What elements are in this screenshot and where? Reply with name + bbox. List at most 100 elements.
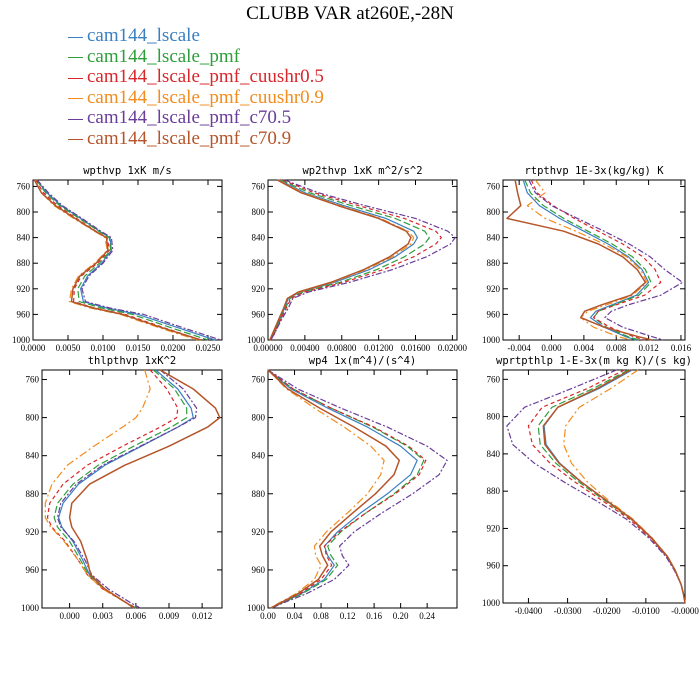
y-tick-label: 760 [487,181,501,191]
y-tick-label: 1000 [247,335,266,345]
x-tick-label: 0.0250 [196,343,221,353]
y-tick-label: 880 [252,258,266,268]
y-tick-label: 920 [487,284,501,294]
x-tick-label: -0.0200 [593,606,621,616]
series-line [269,179,415,341]
series-line [526,179,648,341]
legend-item: cam144_lscale_pmf_cuushr0.5 [68,66,324,88]
x-tick-label: 0.20 [393,611,409,621]
x-tick-label: 0.012 [638,343,658,353]
y-tick-label: 800 [252,413,266,423]
series-line [267,369,385,609]
x-tick-label: 0.0150 [126,343,151,353]
y-tick-label: 920 [487,523,501,533]
plot-frame [502,369,686,604]
y-tick-label: 840 [17,233,31,243]
series-line [270,179,456,341]
legend-item: cam144_lscale_pmf_cuushr0.9 [68,86,324,109]
y-tick-label: 960 [252,309,266,319]
x-tick-label: 0.00 [260,611,276,621]
legend-label: cam144_lscale_pmf [87,45,241,67]
x-tick-label: 0.00800 [327,343,357,353]
x-tick-label: 0.00400 [290,343,320,353]
series-line [36,179,209,341]
y-tick-label: 920 [26,527,40,537]
legend-item: cam144_lscale [68,25,324,47]
series-line [528,179,684,341]
y-tick-label: 960 [17,309,31,319]
series-line [270,179,442,341]
x-tick-label: 0.12 [340,611,356,621]
x-tick-label: -0.004 [508,343,532,353]
y-tick-label: 760 [487,374,501,384]
series-line [506,369,686,604]
y-tick-label: 800 [487,412,501,422]
legend-label: cam144_lscale [87,25,200,47]
x-tick-label: 0.0200 [161,343,186,353]
y-tick-label: 960 [487,309,501,319]
series-line [524,179,652,341]
y-tick-label: 840 [252,233,266,243]
y-tick-label: 960 [252,565,266,575]
x-tick-label: 0.0100 [91,343,116,353]
series-line [267,369,425,609]
y-tick-label: 1000 [21,603,40,613]
x-tick-label: -0.0100 [632,606,660,616]
plot-frame [267,179,458,341]
legend-label: cam144_lscale_pmf_c70.5 [87,107,292,129]
series-line [267,369,448,609]
y-tick-label: 920 [252,527,266,537]
x-tick-label: 0.008 [606,343,627,353]
plot-title: wprtpthlp 1-E-3x(m kg K)/(s kg) [496,355,692,367]
x-tick-label: -0.0000 [671,606,699,616]
series-line [542,369,686,604]
series-line [522,179,650,341]
x-tick-label: 0.000 [59,611,80,621]
legend-item: cam144_lscale_pmf [68,45,324,68]
y-tick-label: 880 [26,489,40,499]
legend-swatch [68,77,83,79]
series-line [57,369,194,609]
series-line [543,369,686,604]
x-tick-label: 0.016 [671,343,692,353]
y-tick-label: 960 [487,561,501,571]
y-tick-label: 760 [26,375,40,385]
figure-title: CLUBB VAR at260E,-28N [246,3,454,24]
legend-item: cam144_lscale_pmf_c70.9 [68,128,324,150]
y-tick-label: 800 [17,207,31,217]
series-line [36,179,216,341]
plot-title: wp2thvp 1xK m^2/s^2 [302,165,422,177]
y-tick-label: 880 [252,489,266,499]
x-tick-label: 0.012 [192,611,212,621]
x-tick-label: 0.00000 [253,343,283,353]
legend-swatch [68,36,83,38]
legend: cam144_lscale cam144_lscale_pmf cam144_l… [68,25,324,150]
y-tick-label: 760 [252,375,266,385]
y-tick-label: 840 [487,449,501,459]
series-line [506,179,652,341]
series-line [267,369,427,609]
y-tick-label: 880 [17,258,31,268]
plot-title: rtpthvp 1E-3x(kg/kg) K [524,165,664,177]
legend-label: cam144_lscale_pmf_cuushr0.9 [87,86,324,108]
y-tick-label: 920 [252,284,266,294]
y-tick-label: 760 [252,181,266,191]
y-tick-label: 800 [487,207,501,217]
x-tick-label: 0.000 [541,343,562,353]
series-line [269,179,412,341]
series-line [537,369,686,604]
x-tick-label: -0.0300 [554,606,582,616]
series-line [44,369,151,609]
y-tick-label: 960 [26,565,40,575]
legend-swatch [68,139,83,141]
x-tick-label: 0.004 [574,343,595,353]
series-line [530,179,662,341]
legend-swatch [68,57,83,59]
y-tick-label: 920 [17,284,31,294]
x-tick-label: 0.003 [93,611,114,621]
y-tick-label: 760 [17,181,31,191]
y-tick-label: 840 [26,451,40,461]
x-tick-label: 0.04 [287,611,303,621]
plot-title: thlpthvp 1xK^2 [88,355,177,367]
x-tick-label: -0.0400 [515,606,543,616]
